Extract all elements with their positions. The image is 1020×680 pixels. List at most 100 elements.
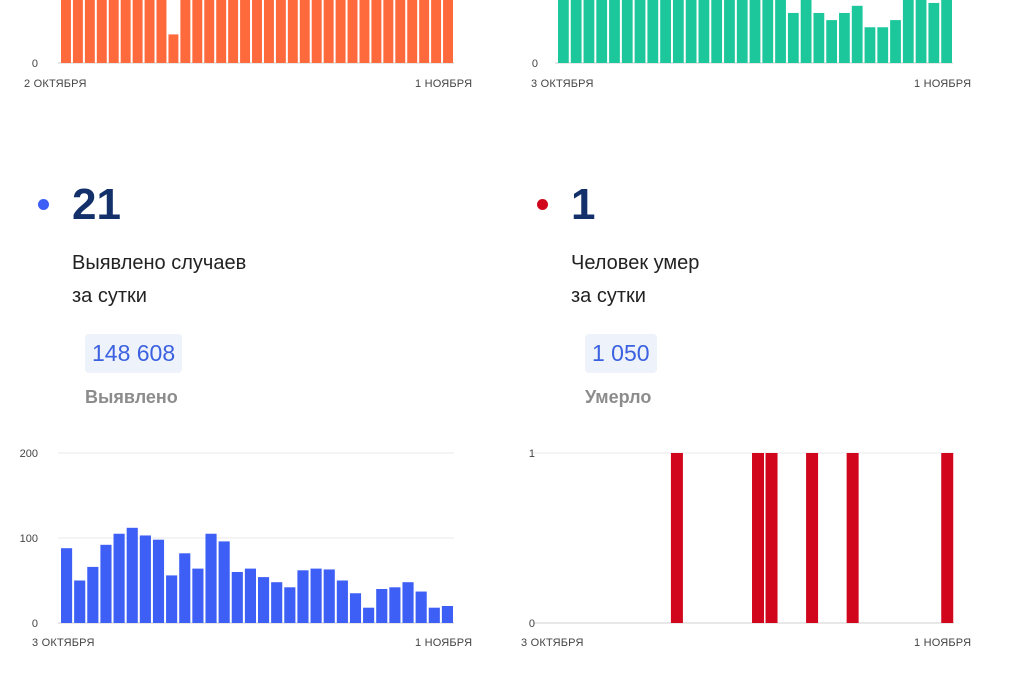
bar-top-left-21 [311,0,322,63]
y-tick-label-deaths-0: 0 [529,618,535,630]
bar-top-left-0 [61,0,71,63]
bar-top-right-21 [826,20,838,64]
deaths-description-line2: за сутки [571,285,646,307]
bar-top-left-32 [443,0,453,64]
bar-top-left-30 [419,0,430,63]
cases-description-line2: за сутки [72,285,147,307]
deaths-x-end-label: 1 НОЯБРЯ [914,637,972,649]
cases-total-label: Выявлено [85,387,178,407]
deaths-total-value: 1 050 [585,334,657,373]
top-left-x-end-label: 1 НОЯБРЯ [415,78,473,90]
bar-cases-16 [271,582,283,623]
bar-top-right-27 [902,0,914,63]
bar-deaths-20 [806,453,819,623]
bar-top-left-2 [84,0,95,63]
cases-x-end-label: 1 НОЯБРЯ [415,637,473,649]
bar-cases-2 [87,566,99,623]
bar-top-left-1 [72,0,83,64]
y-tick-label-top-left-0: 0 [32,58,38,70]
bar-top-left-14 [228,0,239,63]
bar-cases-15 [258,577,270,623]
bar-top-right-9 [672,0,684,64]
deaths-description: Человек умер за сутки [571,247,699,313]
bar-top-left-23 [335,0,346,64]
top-right-x-start-label: 3 ОКТЯБРЯ [531,78,594,90]
bar-top-right-16 [762,0,774,64]
bar-cases-28 [428,607,440,623]
bar-top-right-19 [800,0,812,64]
bar-top-left-18 [275,0,286,63]
bar-top-right-8 [660,0,671,63]
bar-top-left-11 [192,0,203,63]
bar-top-left-29 [407,0,418,64]
deaths-description-line1: Человек умер [571,252,700,274]
y-tick-label-deaths-1: 1 [529,448,535,460]
bar-cases-14 [244,568,256,623]
bar-top-right-12 [711,0,723,63]
cases-status-dot [38,199,49,210]
cases-x-start-label: 3 ОКТЯБРЯ [32,637,95,649]
bar-top-left-19 [287,0,298,63]
bar-top-left-4 [108,0,119,63]
top-right-chart: 0 [532,0,953,70]
bar-cases-4 [113,533,125,623]
bar-top-left-12 [204,0,215,63]
bar-top-right-20 [813,12,825,63]
bar-cases-26 [402,582,414,623]
bar-cases-17 [284,587,296,623]
bar-top-left-16 [252,0,262,64]
bar-top-left-9 [168,34,179,63]
bar-cases-6 [139,535,151,623]
bar-top-left-5 [120,0,131,63]
bar-cases-27 [415,591,427,623]
bar-top-right-17 [775,0,786,64]
bar-top-left-25 [359,0,370,63]
bar-top-left-15 [240,0,251,64]
bar-top-left-24 [347,0,358,63]
bar-top-left-31 [431,0,442,63]
bar-top-right-2 [583,0,595,63]
bar-top-left-7 [144,0,155,63]
deaths-status-dot [537,199,548,210]
bar-top-right-25 [877,27,889,63]
bar-top-left-10 [180,0,191,63]
bar-top-right-15 [749,0,761,64]
cases-total-value: 148 608 [85,334,183,373]
bar-cases-1 [74,580,86,623]
bar-deaths-10 [670,453,683,623]
bar-cases-3 [100,544,112,623]
bar-cases-13 [231,572,243,623]
y-tick-label-cases-1: 100 [20,533,38,545]
cases-description: Выявлено случаев за сутки [72,247,246,313]
bar-cases-7 [152,539,165,623]
cases-number: 21 [72,180,121,229]
y-tick-label-cases-0: 0 [32,618,38,630]
bar-top-right-18 [787,12,799,63]
y-tick-label-top-right-0: 0 [532,58,538,70]
top-left-chart: 0 [32,0,454,70]
bar-cases-19 [310,568,322,623]
bar-cases-21 [336,580,348,623]
bar-cases-23 [363,607,375,623]
top-right-x-end-label: 1 НОЯБРЯ [914,78,972,90]
bar-top-left-22 [323,0,334,63]
bar-deaths-30 [941,453,954,623]
bar-top-right-3 [596,0,608,63]
bar-cases-5 [126,527,138,623]
bar-deaths-23 [846,453,859,623]
deaths-total-label: Умерло [585,387,652,407]
bar-cases-10 [192,568,204,623]
bar-cases-22 [349,593,362,623]
bar-deaths-17 [765,453,778,623]
bar-cases-12 [218,541,230,623]
bar-top-left-28 [395,0,406,63]
bar-cases-0 [61,548,73,623]
bar-cases-9 [179,553,191,623]
bar-top-right-5 [621,0,633,63]
cases-chart: 0 100 200 [20,448,454,630]
bar-cases-18 [297,570,309,623]
bar-top-right-30 [941,0,952,63]
bar-top-right-0 [558,0,569,63]
bar-top-right-29 [928,2,940,64]
bar-top-right-22 [839,12,850,63]
